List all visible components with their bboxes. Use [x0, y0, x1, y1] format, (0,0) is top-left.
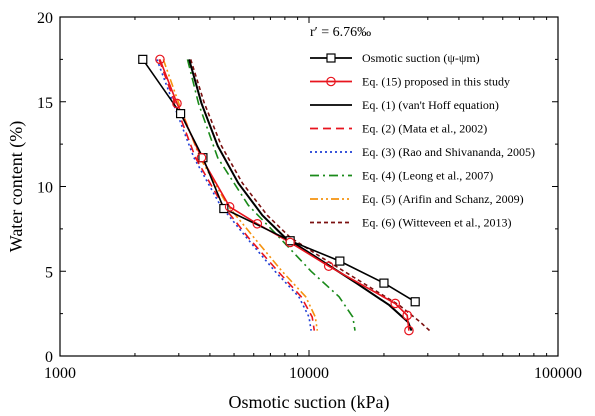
x-tick-label: 1000 — [44, 365, 76, 382]
legend: Osmotic suction (ψ-ψm) Eq. (15) proposed … — [310, 51, 535, 230]
data-point-square — [379, 278, 389, 288]
y-tick-label: 15 — [37, 95, 53, 112]
data-point-square — [219, 203, 229, 214]
data-point-circle — [390, 298, 401, 309]
data-point-circle — [402, 310, 413, 321]
legend-label: Eq. (1) (van't Hoff equation) — [362, 98, 499, 112]
axes: 0 5 10 15 20 1000 10000 100000 — [37, 10, 582, 382]
series-line — [142, 58, 416, 303]
legend-label: Eq. (3) (Rao and Shivananda, 2005) — [362, 145, 535, 159]
data-point-circle — [172, 98, 182, 109]
series-line — [156, 59, 312, 331]
annotation-r-prime: r′ = 6.76‰ — [310, 25, 371, 40]
y-tick-label: 5 — [45, 264, 53, 281]
x-axis-title: Osmotic suction (kPa) — [229, 392, 390, 413]
y-tick-label: 20 — [37, 10, 53, 27]
data-point-circle — [326, 76, 336, 87]
legend-label: Osmotic suction (ψ-ψm) — [362, 51, 480, 65]
series-line — [162, 59, 319, 331]
data-point-circle — [404, 325, 414, 336]
data-point-circle — [323, 261, 334, 271]
x-tick-label: 100000 — [534, 365, 582, 382]
data-point-square — [410, 297, 420, 307]
legend-label: Eq. (5) (Arifin and Schanz, 2009) — [362, 192, 524, 206]
series-line — [158, 59, 316, 331]
x-tick-label: 10000 — [289, 365, 329, 382]
y-tick-label: 0 — [45, 349, 53, 366]
y-axis-title: Water content (%) — [6, 121, 27, 252]
data-point-circle — [252, 218, 263, 229]
y-tick-label: 10 — [37, 180, 53, 197]
legend-label: Eq. (6) (Witteveen et al., 2013) — [362, 216, 511, 230]
data-point-square — [175, 109, 186, 119]
series-line — [186, 59, 356, 331]
plot-area — [138, 54, 431, 336]
legend-label: Eq. (2) (Mata et al., 2002) — [362, 122, 487, 136]
legend-label: Eq. (4) (Leong et al., 2007) — [362, 169, 493, 183]
data-point-circle — [224, 202, 235, 212]
data-point-circle — [155, 54, 165, 65]
data-point-circle — [285, 237, 295, 248]
data-point-circle — [196, 152, 207, 163]
legend-label: Eq. (15) proposed in this study — [362, 75, 510, 89]
data-point-square — [326, 53, 336, 63]
data-point-square — [335, 256, 345, 266]
data-point-square — [138, 54, 148, 64]
